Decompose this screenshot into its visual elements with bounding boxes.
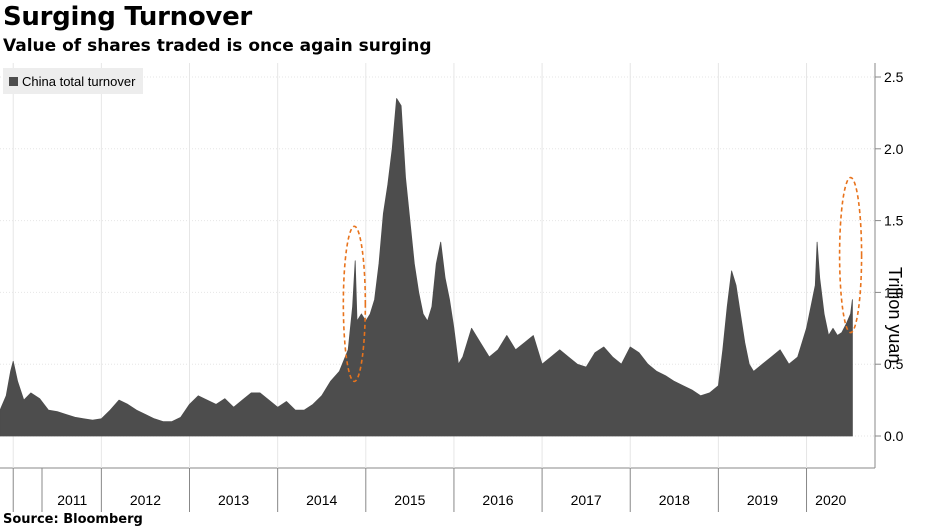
x-tick-label: 2019 <box>747 492 778 508</box>
chart-subtitle: Value of shares traded is once again sur… <box>3 36 432 56</box>
annotation-ellipse <box>342 225 367 383</box>
x-tick-label: 2016 <box>482 492 513 508</box>
legend-swatch <box>9 76 18 86</box>
legend-label: China total turnover <box>22 73 136 89</box>
source-note: Source: Bloomberg <box>3 512 143 527</box>
x-tick-label: 2012 <box>130 492 161 508</box>
y-tick-label: 0.5 <box>884 356 904 372</box>
y-tick-label: 1.0 <box>884 284 904 300</box>
x-tick-label: 2011 <box>57 492 87 508</box>
x-tick-label: 2020 <box>815 492 846 508</box>
series-area <box>0 98 853 437</box>
y-tick-label: 0.0 <box>884 428 904 444</box>
x-tick-label: 2014 <box>306 492 337 508</box>
chart-title: Surging Turnover <box>3 2 252 32</box>
x-tick-label: 2018 <box>659 492 690 508</box>
legend: China total turnover <box>3 68 144 94</box>
y-tick-label: 2.5 <box>884 69 904 85</box>
x-tick-label: 2017 <box>571 492 602 508</box>
y-tick-label: 2.0 <box>884 141 904 157</box>
x-tick-label: 2015 <box>394 492 425 508</box>
annotation-ellipse <box>838 176 863 334</box>
y-tick-label: 1.5 <box>884 213 904 229</box>
x-tick-label: 2013 <box>218 492 249 508</box>
y-axis-label: Trillion yuan <box>885 267 905 364</box>
